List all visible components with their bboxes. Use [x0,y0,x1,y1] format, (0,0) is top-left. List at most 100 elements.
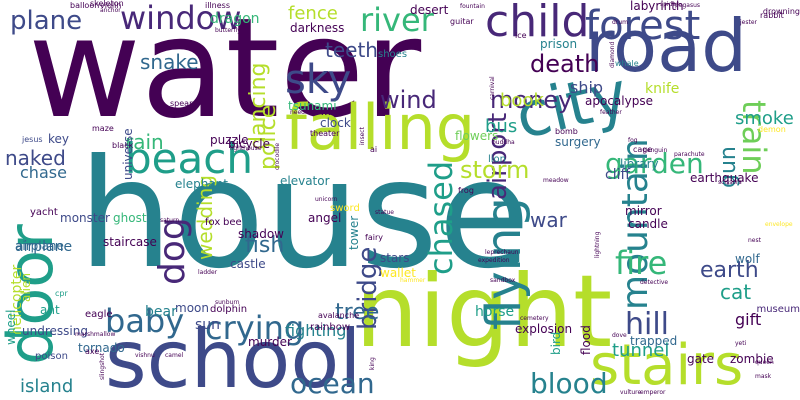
word-alien: alien [19,272,33,302]
word-balloon: balloon [70,1,100,10]
word-cpr: cpr [55,289,68,298]
word-fire: fire [615,244,668,282]
word-murder: murder [248,335,292,349]
word-bear: bear [145,304,177,320]
word-naked: naked [5,146,66,170]
word-mask: mask [755,373,772,380]
word-wind: wind [380,86,437,114]
word-shadow: shadow [238,227,284,241]
word-diamond: diamond [609,41,616,68]
word-buddha: buddha [492,139,515,146]
word-fox: fox [205,217,221,228]
word-bicycle: bicycle [228,137,270,151]
word-candle: candle [628,217,668,231]
word-yeti: yeti [735,340,747,347]
word-cliff: cliff [605,167,631,183]
word-blood: blood [530,367,608,400]
word-mirror: mirror [625,204,662,218]
word-chase: chase [20,163,67,182]
word-library: library [620,157,659,171]
word-lion: lion [488,154,507,165]
word-garden: garden [605,147,704,180]
word-sword: sword [330,203,360,214]
word-leprechaun: leprechaun [485,249,519,256]
word-dove: dove [612,332,627,339]
word-queen: queen [755,359,774,366]
word-airplane: airplane [15,239,73,255]
word-tornado: tornado [78,341,125,355]
word-apocalypse: apocalypse [585,94,653,108]
word-eagle: eagle [85,309,113,320]
word-ant: ant [40,303,60,317]
word-drum: drum [612,19,628,26]
word-ai: ai [370,145,378,154]
word-drowning: drowning [762,7,800,16]
word-king: king [369,357,376,370]
word-teeth: teeth [325,38,378,62]
word-demon: demon [758,125,786,134]
word-water: water [28,0,422,149]
word-lightning: lightning [594,231,601,258]
word-sun: sun [195,317,221,333]
word-crying: crying [205,309,305,347]
word-wine: wine [320,107,344,118]
word-violin: violin [100,1,122,10]
word-anchor: anchor [100,7,121,14]
word-needle: needle [290,109,311,116]
word-frog: frog [458,186,474,195]
word-undressing: undressing [22,324,88,338]
word-rainbow: rainbow [310,322,350,333]
word-penguin: penguin [643,147,668,154]
word-butterfly: butterfly [215,27,241,34]
word-tower: tower [347,215,361,250]
word-dolphin: dolphin [210,304,248,315]
word-unicorn: unicorn [315,196,338,203]
word-elevator: elevator [280,174,330,188]
word-ghost: ghost [113,211,147,225]
word-bomb: bomb [555,127,578,136]
word-staircase: staircase [103,235,157,249]
word-fog: fog [628,137,638,144]
word-expedition: expedition [478,257,510,264]
word-money: money [490,86,573,114]
word-falling: falling [285,91,476,164]
word-house: house [78,128,531,302]
word-envelope: envelope [765,221,793,228]
word-feather: feather [600,109,622,116]
word-illness: illness [205,1,230,10]
word-bus: bus [485,116,518,137]
word-dog: dog [152,217,193,285]
word-ice: ice [515,31,527,40]
word-explosion: explosion [515,322,573,336]
word-book: book [500,90,544,111]
word-wallet: wallet [380,266,416,280]
word-baby: baby [105,302,185,340]
word-ladder: ladder [198,269,218,276]
word-tunnel: tunnel [612,340,670,361]
word-whale: whale [615,59,639,68]
word-gate: gate [687,352,715,366]
word-prison: prison [540,37,578,51]
word-slingshot: slingshot [99,352,106,380]
word-detective: detective [640,279,669,286]
word-poison: poison [35,351,68,362]
word-beach: beach [125,134,253,183]
word-road: road [585,4,747,88]
word-dragon: dragon [210,11,260,27]
word-flood: flood [579,325,593,355]
word-fish: fish [245,233,285,258]
word-jesus: jesus [22,135,43,144]
word-stairs: stairs [590,333,744,398]
word-airplane: airplane [15,239,64,253]
word-cemetery: cemetery [520,315,549,322]
word-smoke: smoke [735,108,794,129]
word-labyrinth: labyrinth [630,0,684,13]
word-school: school [105,313,362,400]
word-fence: fence [288,3,338,24]
word-earth: earth [700,258,759,283]
word-guitar: guitar [450,17,474,26]
word-knife: knife [645,81,680,97]
word-flowers: flowers [455,129,499,143]
word-angel: angel [308,211,342,225]
word-hammer: hammer [400,277,426,284]
